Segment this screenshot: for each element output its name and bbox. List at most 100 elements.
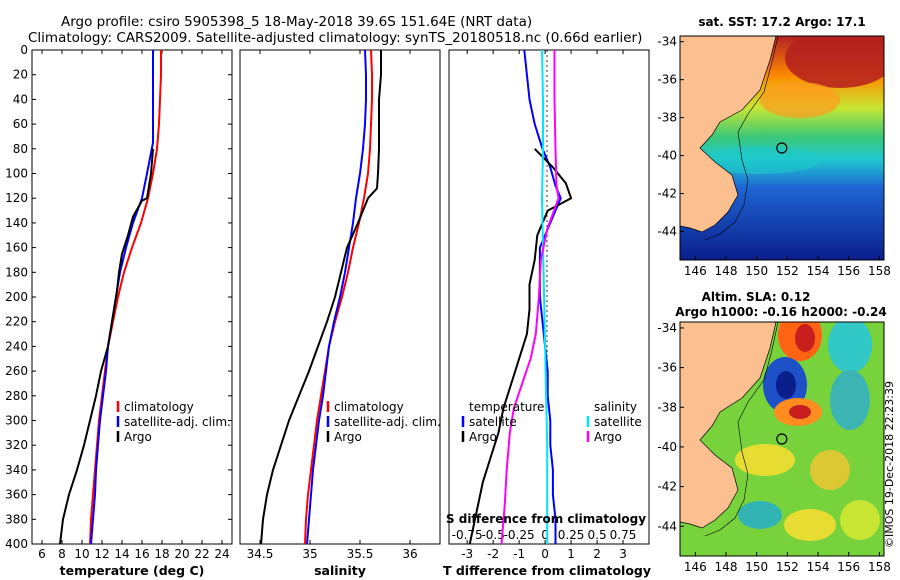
s-tick-label: 0.5 (588, 528, 607, 542)
depth-tick-label: 340 (5, 463, 28, 477)
lon-tick-label: 156 (837, 264, 860, 278)
lat-tick-label: -38 (657, 111, 677, 125)
series-t-argo (468, 148, 573, 545)
depth-tick-label: 140 (5, 216, 28, 230)
depth-tick-label: 240 (5, 339, 28, 353)
lon-tick-label: 154 (807, 560, 830, 574)
t-difference-axis-ticks: -3 -2 -1 0 1 2 3 (461, 50, 627, 561)
depth-tick-label: 0 (20, 43, 28, 57)
sla-map-subtitle: Argo h1000: -0.16 h2000: -0.24 (675, 305, 886, 319)
s-tick-label: -0.25 (504, 528, 535, 542)
sla-anomaly (830, 370, 870, 430)
legend-climatology: climatology (124, 400, 194, 414)
series-s-argo (500, 50, 560, 545)
sst-profile-marker (776, 142, 788, 154)
temperature-xlabel: temperature (deg C) (60, 563, 205, 578)
x-tick-label: 3 (619, 547, 627, 561)
depth-tick-label: 80 (13, 142, 28, 156)
temperature-legend: climatology satellite-adj. clim. Argo (116, 400, 231, 444)
lon-tick-label: 148 (715, 560, 738, 574)
sst-lon-labels: 146 148 150 152 154 156 158 (684, 256, 891, 278)
land-australia (680, 322, 777, 529)
legend-climatology: climatology (334, 400, 404, 414)
x-tick-label: 22 (194, 547, 209, 561)
lat-tick-label: -42 (657, 480, 677, 494)
lat-tick-label: -40 (657, 440, 677, 454)
x-tick-label: 35 (302, 547, 317, 561)
lon-tick-label: 156 (837, 560, 860, 574)
lon-tick-label: 158 (868, 264, 891, 278)
lon-tick-label: 148 (715, 264, 738, 278)
x-tick-label: 8 (58, 547, 66, 561)
sst-warm-filament (760, 82, 840, 118)
series-argo (59, 148, 154, 545)
x-tick-label: 34.5 (247, 547, 274, 561)
temperature-axes-frame (31, 49, 233, 545)
legend-s-satellite: satellite (594, 415, 642, 429)
temperature-axis-ticks: 6 8 10 12 14 16 18 20 22 24 (38, 50, 230, 561)
sla-anomaly (828, 322, 872, 373)
lon-tick-label: 154 (807, 264, 830, 278)
sla-anomaly (840, 500, 880, 540)
lon-tick-label: 146 (684, 264, 707, 278)
depth-tick-label: 220 (5, 315, 28, 329)
x-tick-label: -1 (513, 547, 525, 561)
lon-tick-label: 158 (868, 560, 891, 574)
x-tick-label: 1 (567, 547, 575, 561)
difference-axes-frame (448, 49, 650, 545)
x-tick-label: 16 (134, 547, 149, 561)
title-line-2: Climatology: CARS2009. Satellite-adjuste… (28, 30, 642, 46)
difference-legend: temperature satellite Argo salinity sate… (461, 400, 642, 444)
legend-salinity-title: salinity (594, 400, 637, 414)
s-tick-label: 0.25 (558, 528, 585, 542)
depth-tick-label: 60 (13, 117, 28, 131)
salinity-panel: 34.5 35 35.5 36 salinity climatology satell… (239, 49, 441, 578)
lon-tick-label: 150 (745, 560, 768, 574)
depth-tick-label: 40 (13, 92, 28, 106)
depth-tick-label: 160 (5, 241, 28, 255)
sla-map-frame (679, 321, 885, 557)
x-tick-label: 10 (74, 547, 89, 561)
x-tick-label: -3 (461, 547, 473, 561)
depth-tick-label: 380 (5, 512, 28, 526)
legend-t-satellite: satellite (469, 415, 517, 429)
lat-tick-label: -42 (657, 187, 677, 201)
lat-tick-label: -36 (657, 73, 677, 87)
legend-satellite-adj: satellite-adj. clim. (334, 415, 441, 429)
x-tick-label: 2 (593, 547, 601, 561)
lat-tick-label: -40 (657, 149, 677, 163)
lat-tick-label: -34 (657, 321, 677, 335)
s-tick-label: -0.5 (481, 528, 504, 542)
sla-anomaly (738, 501, 782, 529)
sla-map: Altim. SLA: 0.12 Argo h1000: -0.16 h2000… (657, 290, 890, 574)
x-tick-label: -2 (487, 547, 499, 561)
lon-tick-label: 152 (776, 560, 799, 574)
s-tick-label: -0.75 (452, 528, 483, 542)
lat-tick-label: -34 (657, 35, 677, 49)
depth-tick-label: 400 (5, 537, 28, 551)
lat-tick-label: -36 (657, 361, 677, 375)
legend-satellite-adj: satellite-adj. clim. (124, 415, 231, 429)
lon-tick-label: 150 (745, 264, 768, 278)
depth-tick-label: 100 (5, 167, 28, 181)
title-line-1: Argo profile: csiro 5905398_5 18-May-201… (61, 14, 532, 30)
imos-credit: ©IMOS 19-Dec-2018 22:23:39 (883, 381, 896, 548)
series-argo (260, 50, 382, 545)
sla-anomaly (784, 509, 836, 541)
t-difference-xlabel: T difference from climatology (443, 563, 651, 578)
salinity-axis-ticks: 34.5 35 35.5 36 (247, 50, 418, 561)
lat-tick-label: -44 (657, 519, 677, 533)
x-tick-label: 12 (94, 547, 109, 561)
sst-map-title: sat. SST: 17.2 Argo: 17.1 (698, 15, 865, 29)
lat-tick-label: -38 (657, 400, 677, 414)
legend-t-argo: Argo (469, 430, 497, 444)
series-s-satellite (541, 49, 549, 544)
depth-tick-label: 120 (5, 191, 28, 205)
x-tick-label: 35.5 (347, 547, 374, 561)
temperature-panel: 0204060801001201401601802002202402602803… (5, 43, 649, 578)
series-satellite-adj-clim- (306, 49, 367, 545)
depth-tick-label: 200 (5, 290, 28, 304)
sst-map: sat. SST: 17.2 Argo: 17.1 -34 -36 -38 -40 -4… (657, 15, 891, 278)
depth-tick-label: 320 (5, 438, 28, 452)
